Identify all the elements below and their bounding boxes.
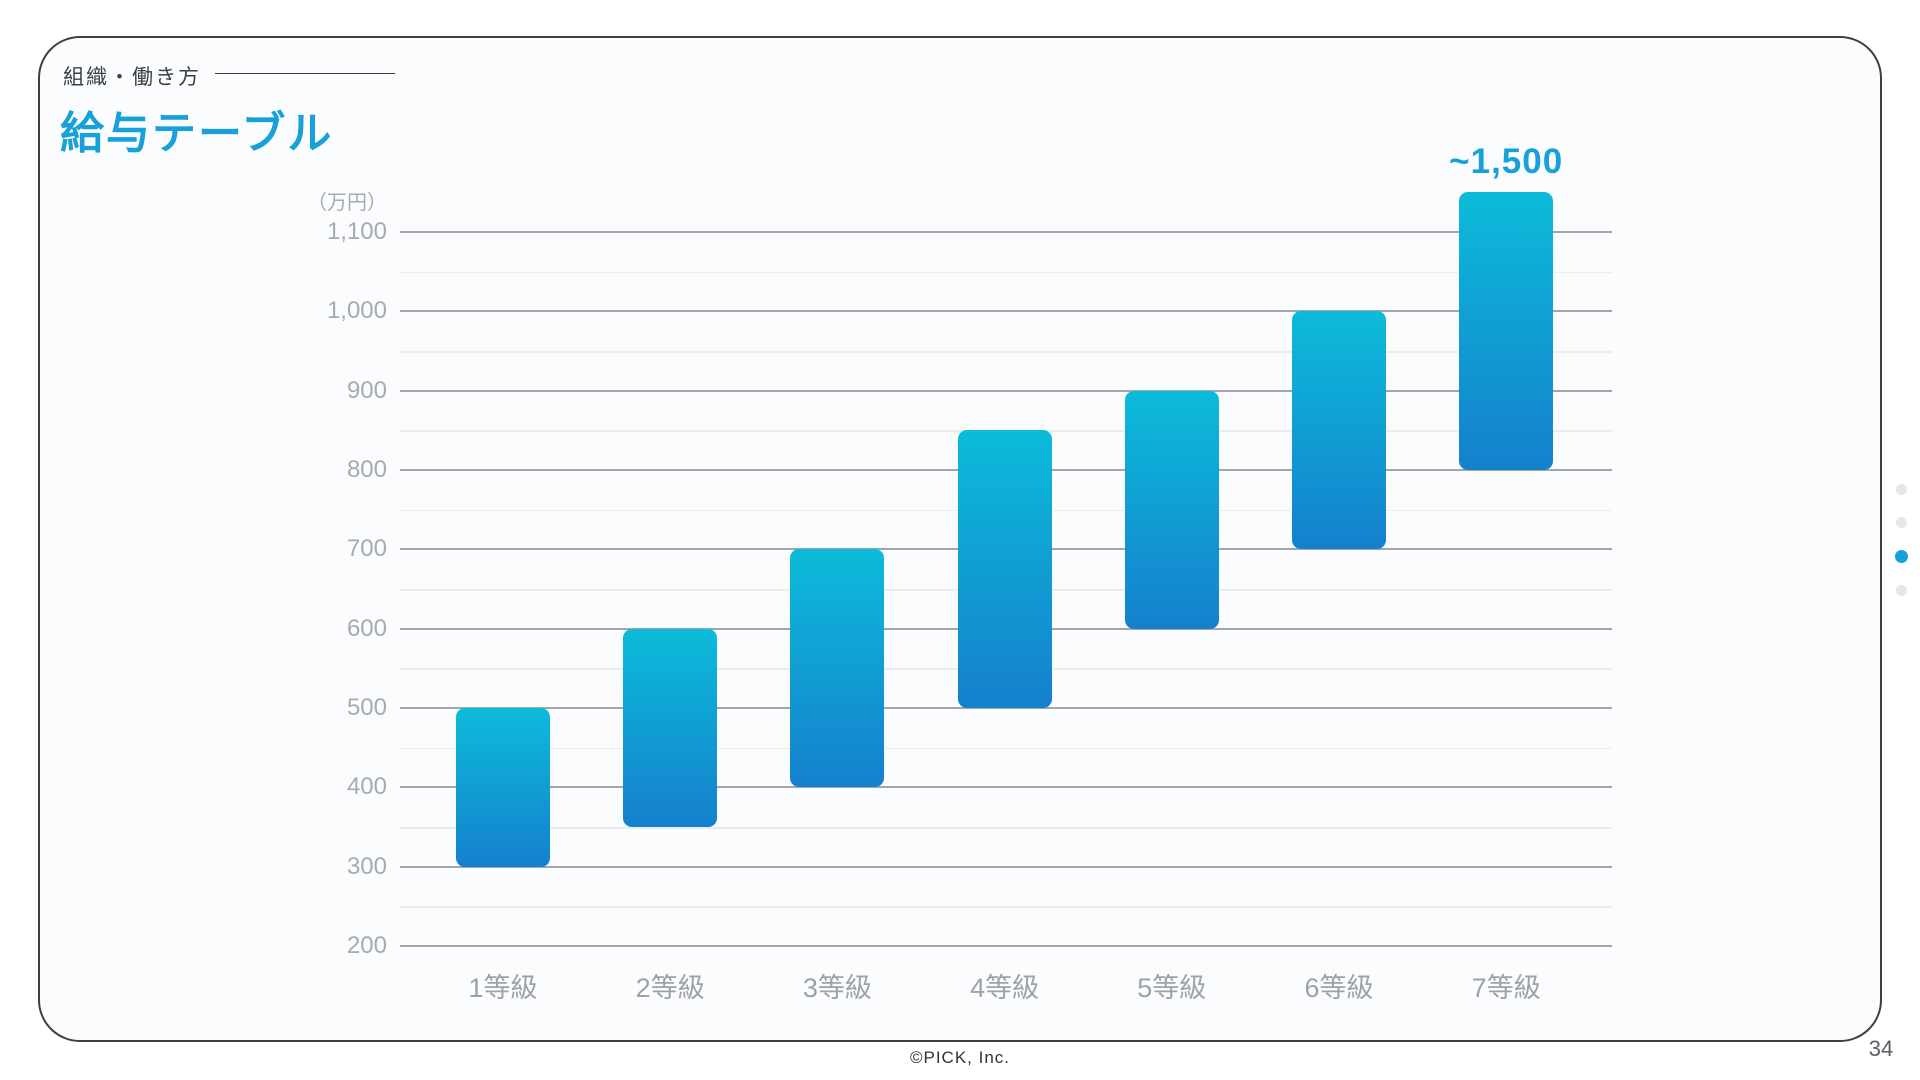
salary-range-bar	[623, 628, 718, 827]
y-axis-tick-label: 700	[346, 535, 387, 563]
salary-range-bar	[790, 549, 885, 788]
copyright-text: ©PICK, Inc.	[909, 1048, 1011, 1067]
minor-gridline	[400, 906, 1612, 908]
x-axis-category-label: 2等級	[635, 973, 705, 1003]
x-axis-category-label: 4等級	[970, 973, 1040, 1003]
slide-pagination-dots	[1893, 484, 1909, 618]
pagination-dot-active[interactable]	[1894, 550, 1908, 563]
max-value-annotation: ~1,500	[1449, 142, 1564, 182]
y-axis-tick-label: 1,100	[326, 218, 387, 245]
x-axis-category-label: 1等級	[468, 973, 538, 1003]
x-axis-category-label: 3等級	[802, 973, 872, 1003]
major-gridline	[400, 945, 1612, 947]
minor-gridline	[400, 827, 1612, 829]
page-title: 給与テーブル	[60, 109, 334, 158]
pagination-dot[interactable]	[1895, 517, 1907, 528]
salary-range-bar	[1459, 192, 1554, 470]
y-axis-tick-label: 300	[346, 852, 387, 880]
y-axis-tick-label: 500	[346, 694, 387, 721]
y-axis-unit-label: （万円）	[307, 192, 387, 214]
y-axis-tick-label: 400	[346, 773, 387, 801]
y-axis-tick-label: 1,000	[326, 297, 387, 325]
x-axis-category-label: 6等級	[1304, 973, 1374, 1003]
major-gridline	[400, 707, 1612, 709]
y-axis-tick-label: 800	[346, 456, 387, 483]
minor-gridline	[400, 271, 1612, 274]
x-axis-category-label: 5等級	[1137, 973, 1207, 1003]
major-gridline	[400, 786, 1612, 789]
major-gridline	[400, 310, 1612, 313]
minor-gridline	[400, 351, 1612, 353]
y-axis-tick-label: 600	[346, 614, 387, 642]
major-gridline	[400, 865, 1612, 868]
major-gridline	[400, 389, 1612, 392]
salary-range-bar	[957, 430, 1052, 708]
salary-range-bar	[1292, 311, 1386, 550]
minor-gridline	[400, 747, 1612, 750]
y-axis-tick-label: 200	[346, 932, 387, 959]
pagination-dot[interactable]	[1895, 484, 1907, 495]
page-number: 34	[1868, 1036, 1894, 1061]
x-axis-category-label: 7等級	[1471, 973, 1541, 1003]
y-axis-tick-label: 900	[346, 376, 387, 404]
header-rule-line	[215, 73, 395, 74]
salary-range-bar	[456, 708, 550, 867]
section-label: 組織・働き方	[63, 66, 201, 89]
pagination-dot[interactable]	[1895, 585, 1907, 596]
salary-range-bar	[1124, 390, 1219, 629]
major-gridline	[400, 231, 1612, 233]
